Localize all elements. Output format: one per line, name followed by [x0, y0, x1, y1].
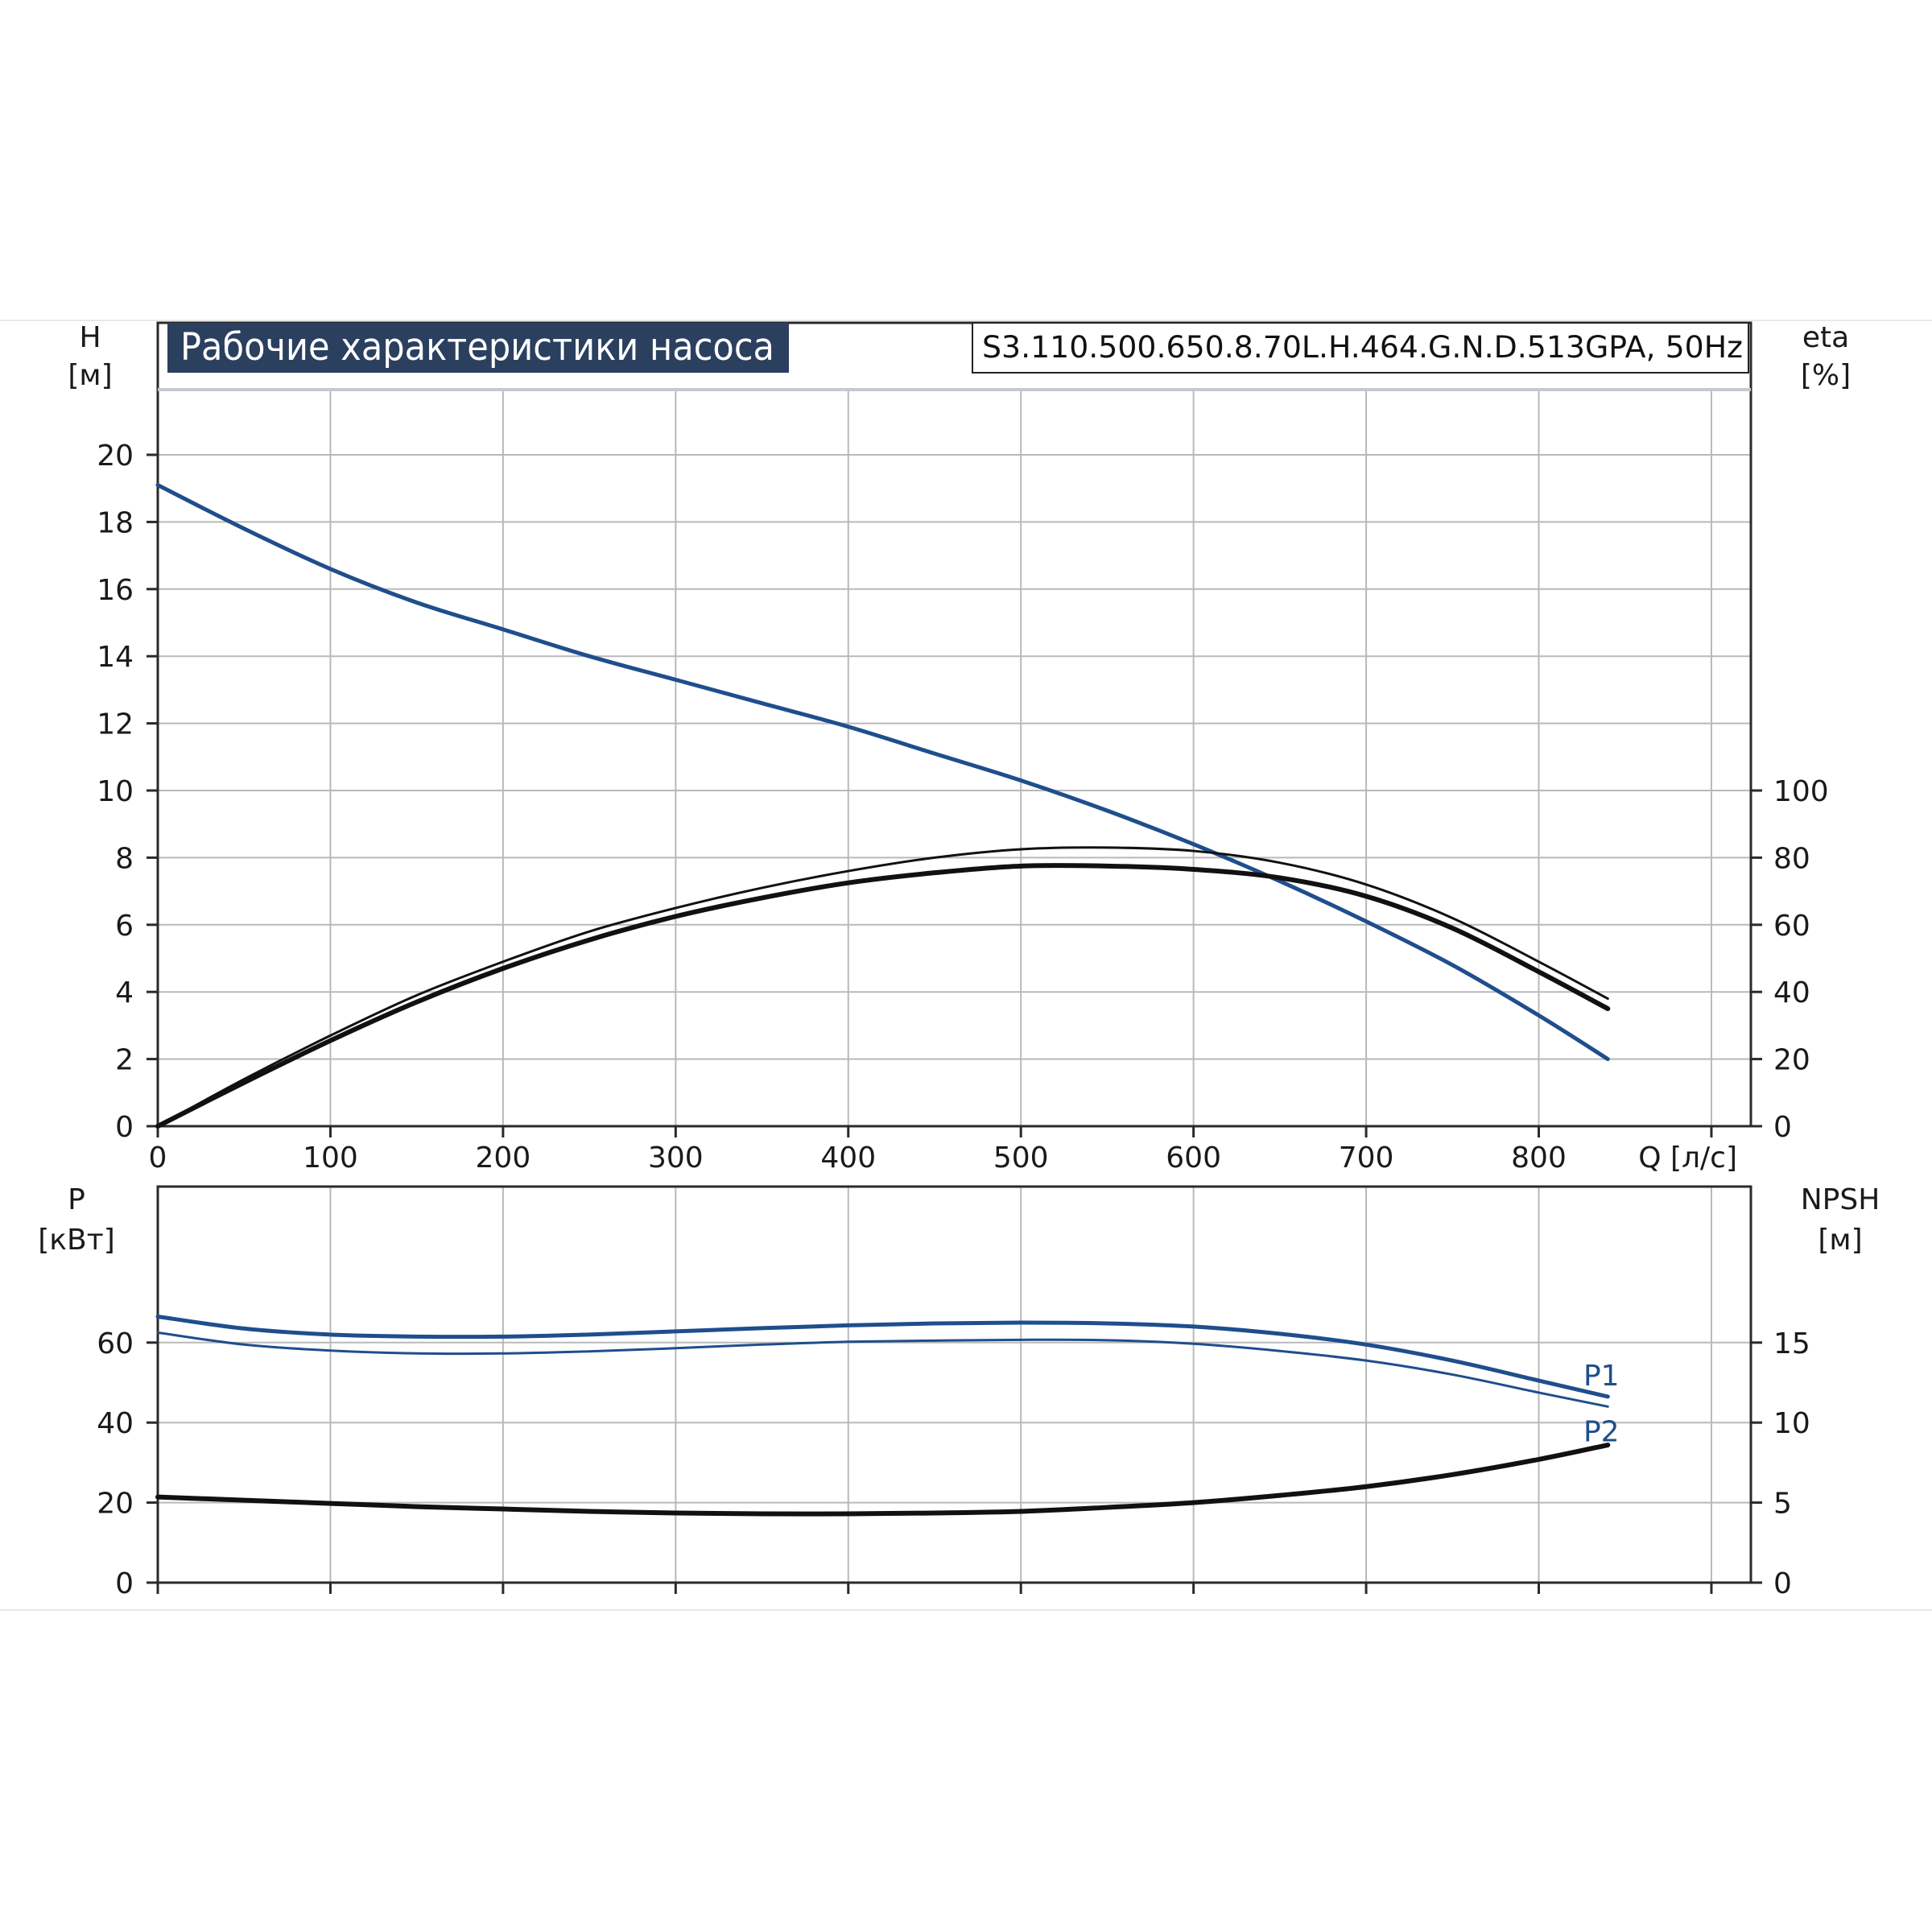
right-axis-curve-2 [155, 863, 1611, 1129]
left-axis-curve-0 [155, 483, 1610, 1062]
npsh-axis-unit: [м] [1818, 1224, 1862, 1257]
head-axis-symbol: H [79, 321, 101, 354]
power-npsh-panel: 0 20 40 60 0 5 10 15 P1 P2 P [кВт] NPSH [м] [38, 1183, 1880, 1600]
left-tick-label: 8 [115, 842, 134, 875]
power-panel-ticks: 0 20 40 60 0 5 10 15 [97, 1327, 1810, 1600]
left-tick-label: 12 [97, 708, 134, 741]
right-tick-label: 5 [1773, 1488, 1792, 1521]
x-tick-label: 500 [993, 1141, 1049, 1174]
left-tick-label: 0 [115, 1567, 134, 1600]
chart-title: Рабочие характеристики насоса [180, 325, 774, 369]
model-designation: S3.110.500.650.8.70L.H.464.G.N.D.513GPA,… [982, 330, 1743, 365]
right-tick-label: 0 [1773, 1567, 1792, 1600]
right-tick-label: 20 [1773, 1044, 1810, 1077]
x-tick-label: 800 [1511, 1141, 1567, 1174]
left-tick-label: 18 [97, 506, 134, 539]
left-tick-label: 60 [97, 1327, 134, 1360]
p2-left-axis-curve-1 [156, 1331, 1609, 1408]
p1-left-axis-curve-0 [155, 1315, 1610, 1399]
right-tick-label: 60 [1773, 910, 1810, 943]
right-tick-label: 10 [1773, 1407, 1810, 1440]
right-tick-label: 15 [1773, 1327, 1810, 1360]
power-panel-grid [158, 1187, 1751, 1583]
left-tick-label: 4 [115, 976, 134, 1009]
right-tick-label: 100 [1773, 775, 1829, 808]
right-tick-label: 80 [1773, 842, 1810, 875]
x-tick-label: 600 [1166, 1141, 1221, 1174]
left-tick-label: 16 [97, 574, 134, 607]
right-axis-curve-1 [156, 846, 1609, 1128]
head-efficiency-panel: Рабочие характеристики насоса S3.110.500… [68, 321, 1851, 1174]
left-tick-label: 40 [97, 1407, 134, 1440]
model-box [972, 322, 1749, 374]
p2-series-label: P2 [1583, 1415, 1620, 1448]
flow-axis-label: Q [л/с] [1638, 1141, 1737, 1174]
head-axis-unit: [м] [68, 359, 112, 392]
efficiency-axis-symbol: eta [1802, 321, 1849, 354]
x-tick-label: 100 [303, 1141, 358, 1174]
title-background [167, 323, 789, 373]
left-tick-label: 0 [115, 1111, 134, 1144]
power-axis-unit: [кВт] [38, 1224, 115, 1257]
power-panel-frame [156, 1185, 1752, 1584]
right-axis-curve-2 [155, 1443, 1611, 1517]
left-tick-label: 10 [97, 775, 134, 808]
right-tick-label: 0 [1773, 1111, 1792, 1144]
power-axis-symbol: P [68, 1183, 85, 1216]
head-panel-frame [156, 321, 1752, 1128]
left-tick-label: 2 [115, 1044, 134, 1077]
p1-series-label: P1 [1583, 1360, 1620, 1393]
left-tick-label: 20 [97, 1488, 134, 1521]
x-tick-label: 700 [1339, 1141, 1394, 1174]
x-tick-label: 200 [476, 1141, 531, 1174]
head-panel-series [155, 483, 1611, 1129]
left-tick-label: 14 [97, 641, 134, 674]
head-panel-grid [158, 390, 1751, 1126]
npsh-axis-symbol: NPSH [1801, 1183, 1880, 1216]
x-tick-label: 300 [648, 1141, 704, 1174]
right-tick-label: 40 [1773, 976, 1810, 1009]
left-tick-label: 6 [115, 910, 134, 943]
x-tick-label: 0 [149, 1141, 167, 1174]
x-tick-label: 400 [820, 1141, 876, 1174]
left-tick-label: 20 [97, 440, 134, 473]
efficiency-axis-unit: [%] [1801, 359, 1851, 392]
power-panel-series: P1 P2 [155, 1315, 1620, 1517]
